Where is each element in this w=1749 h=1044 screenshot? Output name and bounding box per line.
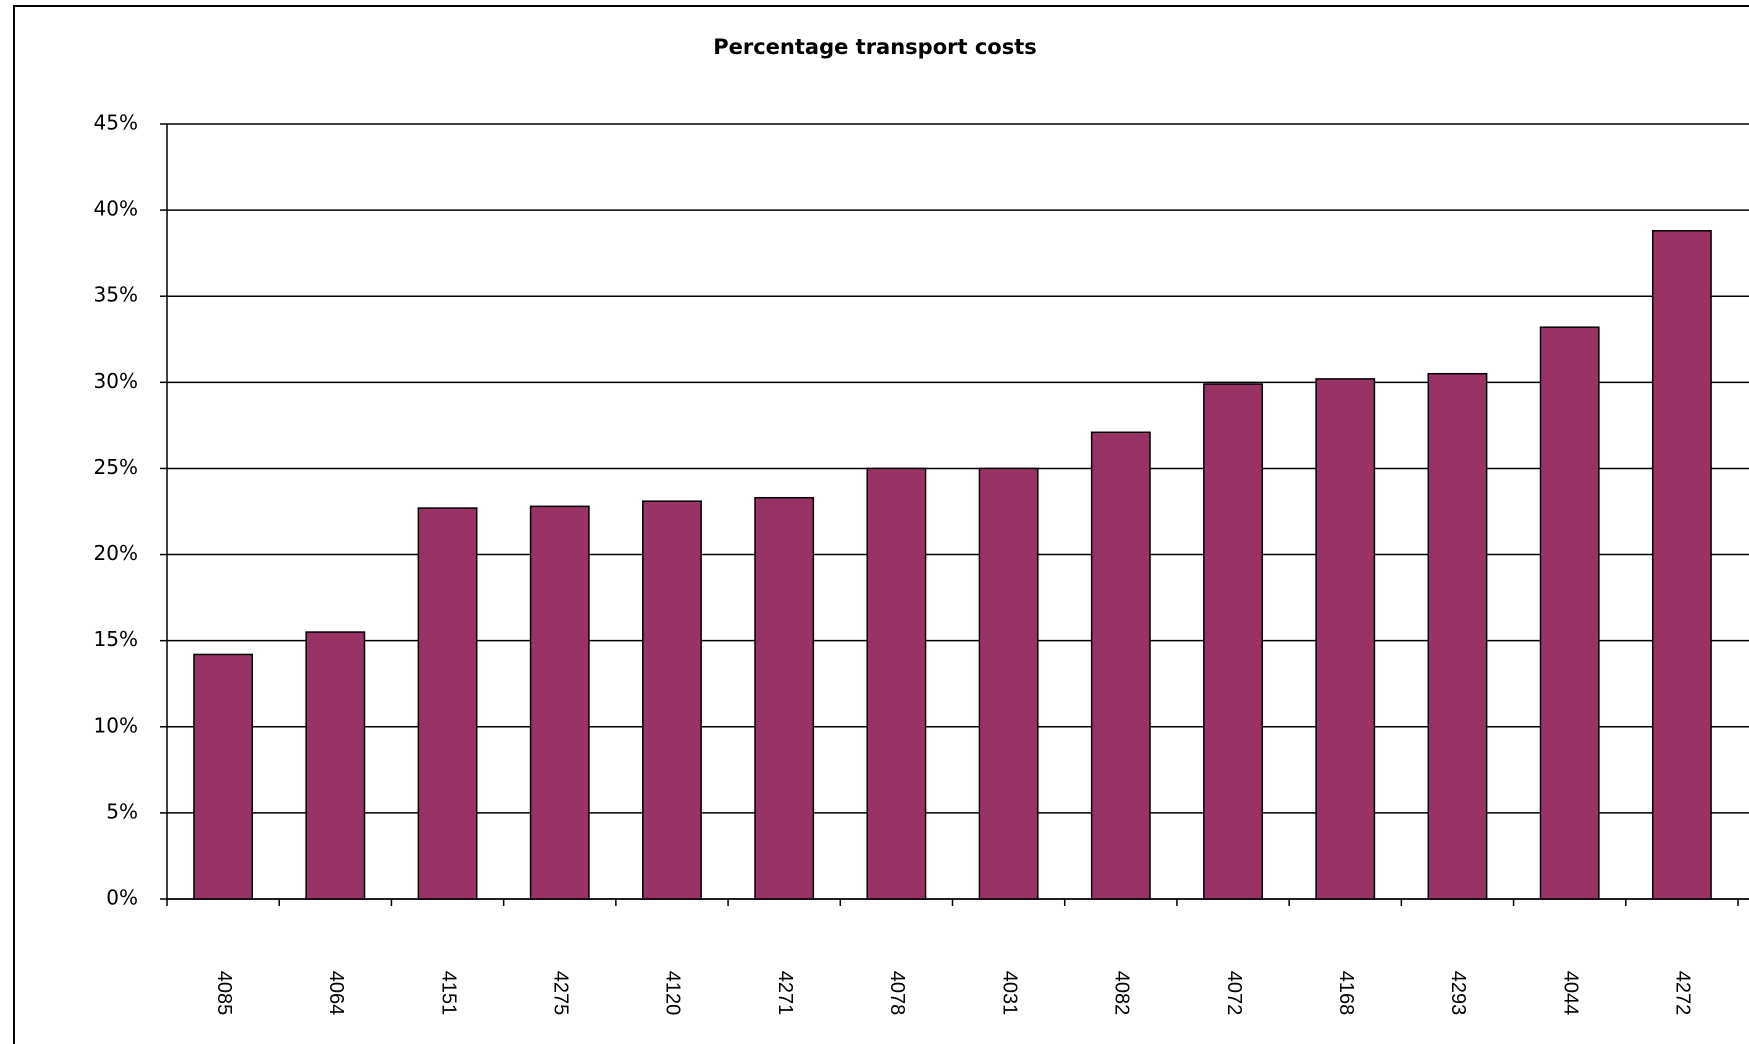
bar [1539,326,1600,900]
bar [529,505,590,900]
x-tick-label: 4072 [1223,971,1245,1016]
x-tick-label: 4271 [774,971,796,1016]
y-tick-label: 40% [94,197,138,221]
x-tick-label: 4168 [1335,971,1357,1016]
bar [417,507,478,900]
y-tick-label: 35% [94,283,138,307]
chart-border [13,5,1749,1044]
bar [1090,431,1151,900]
x-tick-label: 4272 [1672,971,1694,1016]
x-tick-label: 4085 [213,971,235,1016]
y-tick-label: 5% [106,799,138,823]
x-tick-label: 4064 [325,971,347,1016]
y-tick-label: 10% [94,713,138,737]
bar [754,496,815,900]
bar [642,500,702,900]
bar [866,467,927,900]
x-tick-label: 4275 [549,971,571,1016]
bar [978,467,1039,900]
y-tick-label: 20% [94,541,138,565]
x-tick-label: 4120 [662,971,684,1016]
chart-title: Percentage transport costs [713,35,1037,59]
x-tick-label: 4082 [1111,971,1133,1016]
x-tick-label: 4078 [886,971,908,1016]
y-tick-label: 30% [94,369,138,393]
bar [193,653,254,900]
bar [1651,230,1712,900]
y-tick-label: 15% [94,627,138,651]
x-tick-label: 4031 [998,971,1020,1016]
bar [305,631,366,900]
y-tick-label: 45% [94,111,138,135]
y-tick-label: 25% [94,455,138,479]
x-tick-label: 4044 [1559,971,1581,1016]
bar [1315,378,1376,900]
x-tick-label: 4293 [1447,971,1469,1016]
bar [1427,372,1488,900]
bar [1203,383,1263,900]
y-tick-label: 0% [106,886,138,910]
x-tick-label: 4151 [437,971,459,1016]
